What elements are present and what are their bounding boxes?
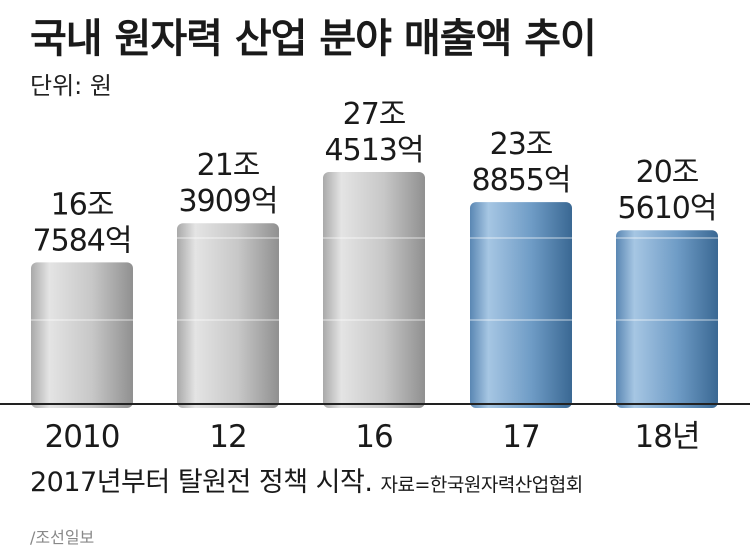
chart-title: 국내 원자력 산업 분야 매출액 추이	[30, 16, 597, 62]
data-label: 20조	[636, 155, 699, 190]
data-label: 27조	[343, 97, 406, 132]
bar-16	[323, 172, 425, 408]
data-label: 7584억	[33, 223, 132, 258]
data-label: 21조	[197, 148, 260, 183]
data-label: 16조	[51, 187, 114, 222]
source-label: 자료=한국원자력산업협회	[380, 474, 584, 496]
data-label: 8855억	[472, 163, 571, 198]
x-tick-label: 18년	[635, 419, 700, 455]
x-tick-label: 17	[502, 419, 539, 455]
x-tick-label: 16	[355, 419, 392, 455]
bar-2010	[31, 262, 133, 408]
credit-label: /조선일보	[30, 528, 95, 547]
x-tick-label: 12	[209, 419, 246, 455]
policy-note: 2017년부터 탈원전 정책 시작.	[30, 467, 373, 498]
footer-note: 2017년부터 탈원전 정책 시작. 자료=한국원자력산업협회	[30, 460, 583, 499]
data-label: 4513억	[325, 133, 424, 168]
x-tick-label: 2010	[45, 419, 120, 455]
data-label: 23조	[490, 127, 553, 162]
data-label: 5610억	[618, 191, 717, 226]
data-label: 3909억	[179, 184, 278, 219]
bar-12	[177, 223, 279, 408]
bar-18년	[616, 230, 718, 408]
unit-label: 단위: 원	[30, 72, 112, 100]
bar-17	[470, 202, 572, 408]
